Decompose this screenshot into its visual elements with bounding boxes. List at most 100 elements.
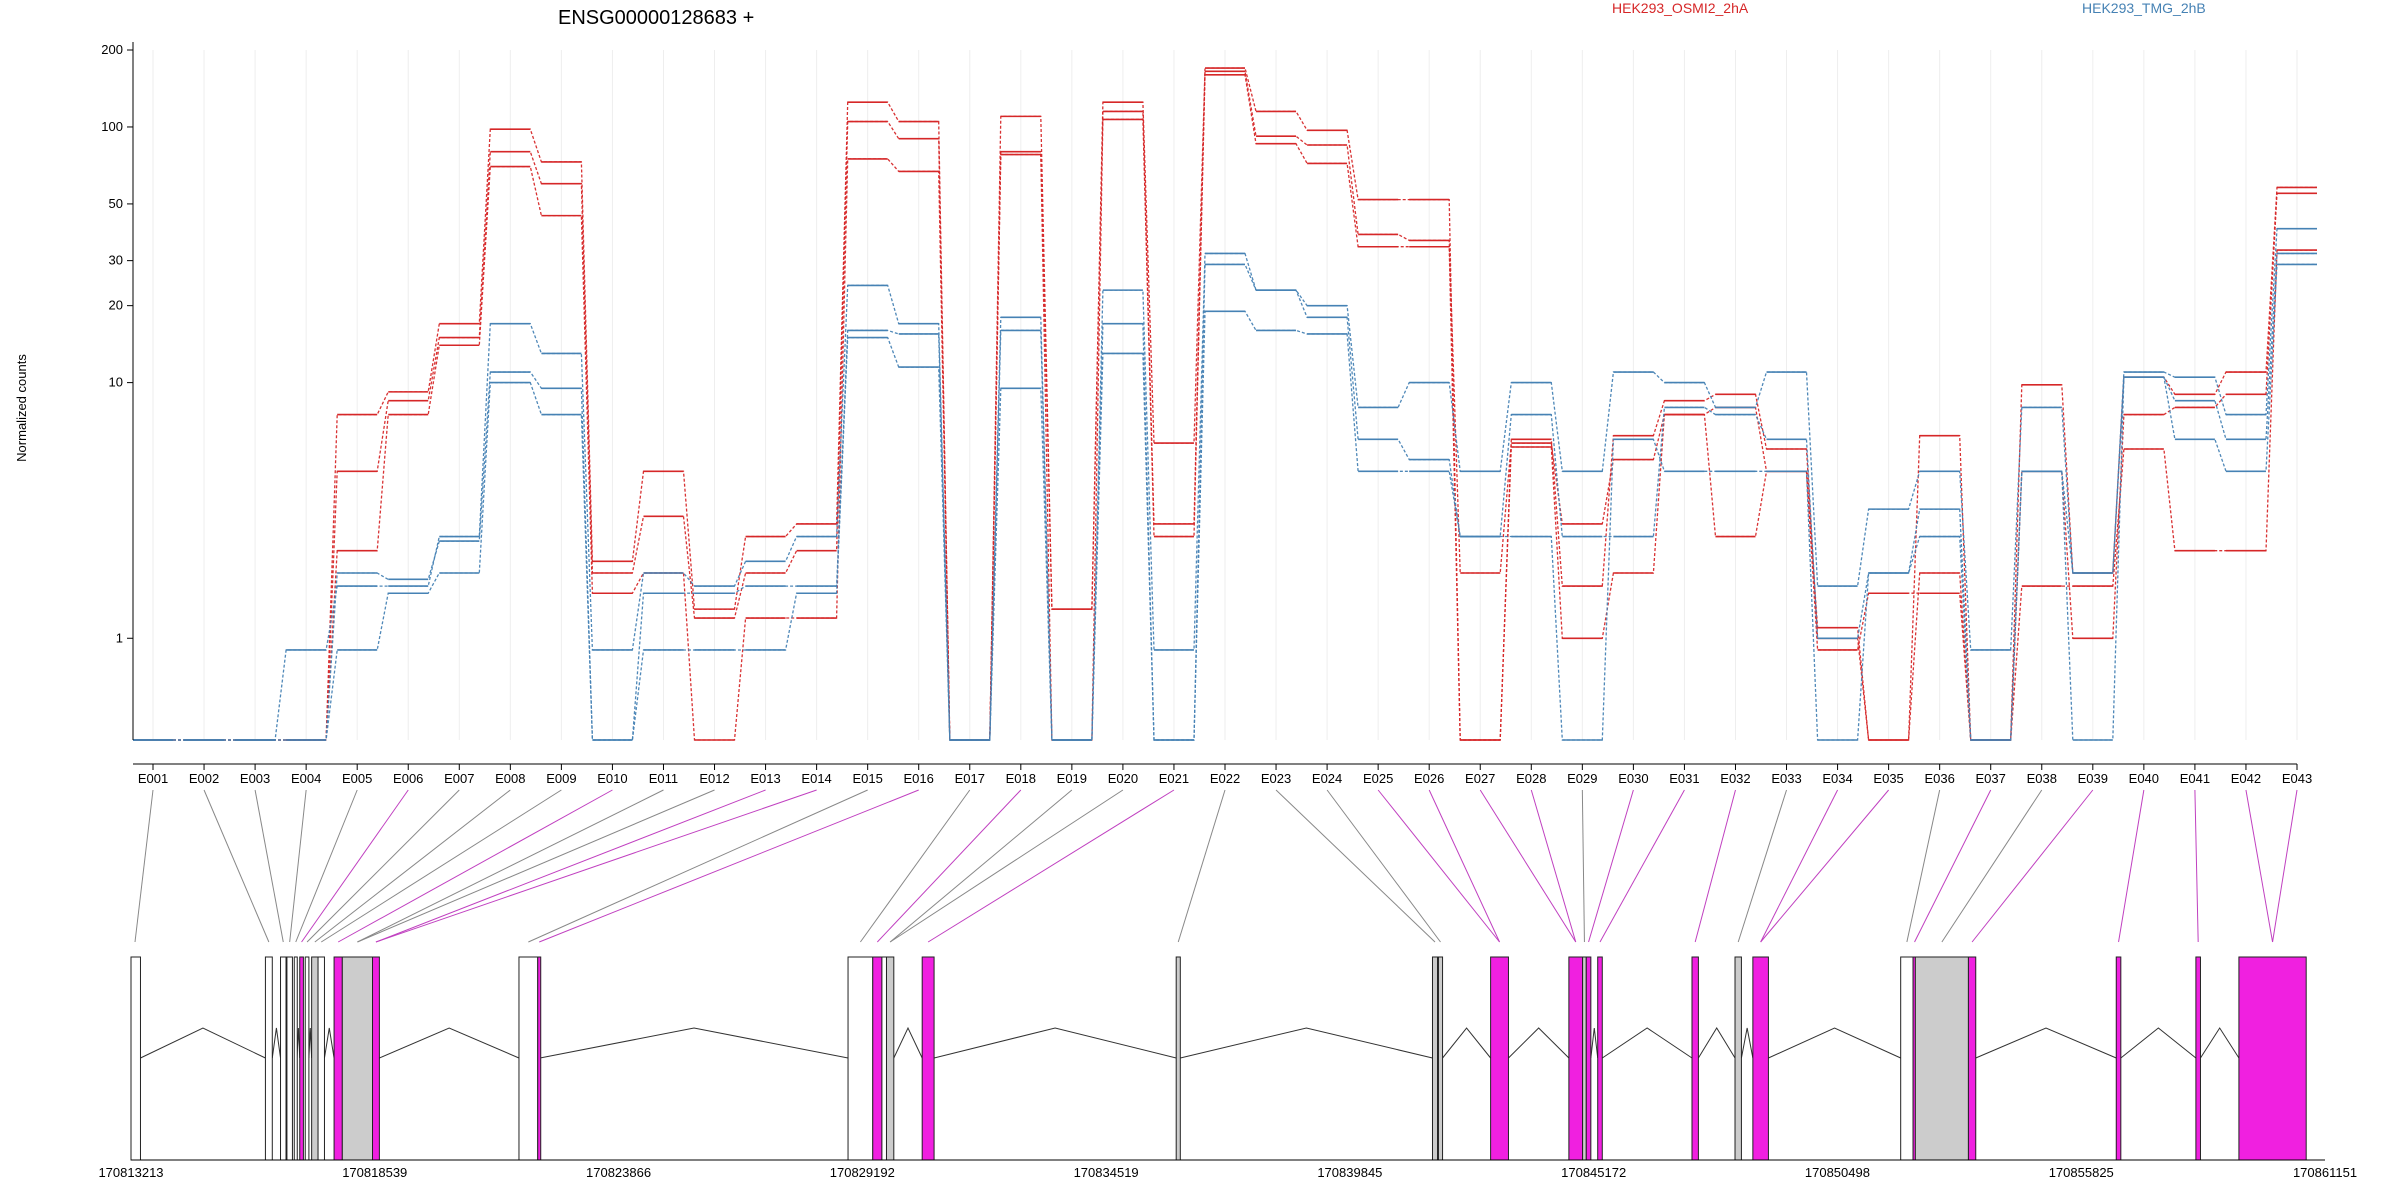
x-tick-label: E011: [649, 771, 678, 786]
intron-line: [1180, 1027, 1433, 1059]
exon-link-line: [375, 789, 817, 943]
exon-link-line: [2245, 789, 2274, 943]
y-tick-label: 100: [101, 119, 123, 134]
exon-link-line: [859, 789, 971, 943]
x-tick-label: E037: [1976, 771, 2006, 786]
x-tick-label: E010: [597, 771, 627, 786]
x-tick-label: E026: [1414, 771, 1444, 786]
exon-block: [130, 956, 141, 1161]
intron-line: [323, 1027, 335, 1059]
exon-link-line: [134, 789, 154, 943]
x-tick-label: E031: [1669, 771, 1699, 786]
exon-link-line: [2272, 789, 2298, 943]
x-tick-label: E025: [1363, 771, 1393, 786]
y-tick-label: 20: [109, 298, 123, 313]
x-tick-label: E033: [1771, 771, 1801, 786]
y-tick-label: 30: [109, 253, 123, 268]
exon-block: [293, 956, 298, 1161]
x-tick-label: E022: [1210, 771, 1240, 786]
exon-block: [1490, 956, 1509, 1161]
exon-link-line: [1760, 789, 1839, 943]
exon-block: [537, 956, 542, 1161]
x-tick-label: E020: [1108, 771, 1138, 786]
gene-model: [130, 956, 2307, 1161]
exon-link-line: [1530, 789, 1577, 943]
exon-block: [1582, 956, 1587, 1161]
x-tick-label: E021: [1159, 771, 1189, 786]
x-tick-label: E030: [1618, 771, 1648, 786]
exon-block: [341, 956, 374, 1161]
intron-line: [2200, 1027, 2240, 1059]
y-axis-label: Normalized counts: [14, 354, 29, 462]
intron-line: [893, 1026, 923, 1059]
exon-link-line: [927, 789, 1175, 943]
exon-block: [872, 956, 883, 1161]
exon-link-line: [337, 789, 613, 943]
exon-link-line: [254, 789, 284, 943]
exon-link-line: [2194, 789, 2199, 943]
exon-link-line: [289, 789, 307, 943]
x-tick-label: E041: [2180, 771, 2210, 786]
intron-line: [1442, 1027, 1492, 1059]
exon-link-line: [357, 789, 664, 943]
exon-link-line: [1737, 789, 1788, 943]
intron-line: [1768, 1027, 1901, 1059]
coordinate-label: 170845172: [1561, 1165, 1626, 1180]
x-tick-label: E028: [1516, 771, 1546, 786]
exon-link-line: [357, 789, 715, 943]
exon-block: [299, 956, 304, 1161]
exon-link-line: [1760, 789, 1890, 943]
coordinate-label: 170818539: [342, 1165, 407, 1180]
exon-block: [921, 956, 935, 1161]
x-tick-label: E003: [240, 771, 270, 786]
legend-label-tmg: HEK293_TMG_2hB: [2082, 0, 2206, 16]
x-tick-label: E038: [2027, 771, 2057, 786]
x-tick-label: E035: [1873, 771, 1903, 786]
exon-link-line: [1914, 789, 1992, 943]
series-group: [133, 67, 2317, 741]
x-tick-label: E004: [291, 771, 321, 786]
exon-block: [885, 956, 895, 1161]
exon-link-line: [320, 789, 562, 943]
exon-link-line: [1694, 789, 1736, 943]
x-tick-label: E007: [444, 771, 474, 786]
exon-block: [372, 956, 380, 1161]
exon-block: [311, 956, 319, 1161]
coordinate-label: 170823866: [586, 1165, 651, 1180]
y-tick-label: 200: [101, 42, 123, 57]
exon-block: [1585, 956, 1592, 1161]
x-tick-label: E036: [1924, 771, 1954, 786]
exon-link-line: [889, 789, 1124, 943]
exon-block: [1597, 956, 1603, 1161]
intron-line: [539, 1027, 849, 1059]
exon-block: [1752, 956, 1769, 1161]
exon-block: [1431, 956, 1439, 1161]
genomic-coordinate-axis: 170813213 170818539 170823866 170829192 1708…: [98, 1159, 2357, 1180]
intron-line: [933, 1027, 1177, 1059]
intron-line: [2120, 1027, 2197, 1059]
exon-block: [1437, 956, 1444, 1161]
exon-block: [2238, 956, 2307, 1161]
exon-link-line: [876, 789, 1022, 943]
exon-block: [2115, 956, 2122, 1161]
x-tick-label: E001: [138, 771, 168, 786]
x-tick-label: E024: [1312, 771, 1342, 786]
x-tick-label: E016: [904, 771, 934, 786]
exon-block: [264, 956, 273, 1161]
exon-link-line: [314, 789, 511, 943]
x-tick-label: E006: [393, 771, 423, 786]
x-tick-label: E013: [750, 771, 780, 786]
y-tick-label: 1: [116, 630, 123, 645]
exon-block: [280, 956, 287, 1161]
exon-link-line: [295, 789, 358, 943]
intron-line: [140, 1027, 266, 1059]
x-tick-label: E009: [546, 771, 576, 786]
coordinate-label: 170855825: [2049, 1165, 2114, 1180]
exon-link-line: [1941, 789, 2043, 943]
x-tick-label: E039: [2078, 771, 2108, 786]
exon-link-line: [203, 789, 270, 943]
x-tick-label: E018: [1006, 771, 1036, 786]
exon-block: [1967, 956, 1977, 1161]
exon-link-line: [301, 789, 409, 943]
coordinate-label: 170839845: [1317, 1165, 1382, 1180]
